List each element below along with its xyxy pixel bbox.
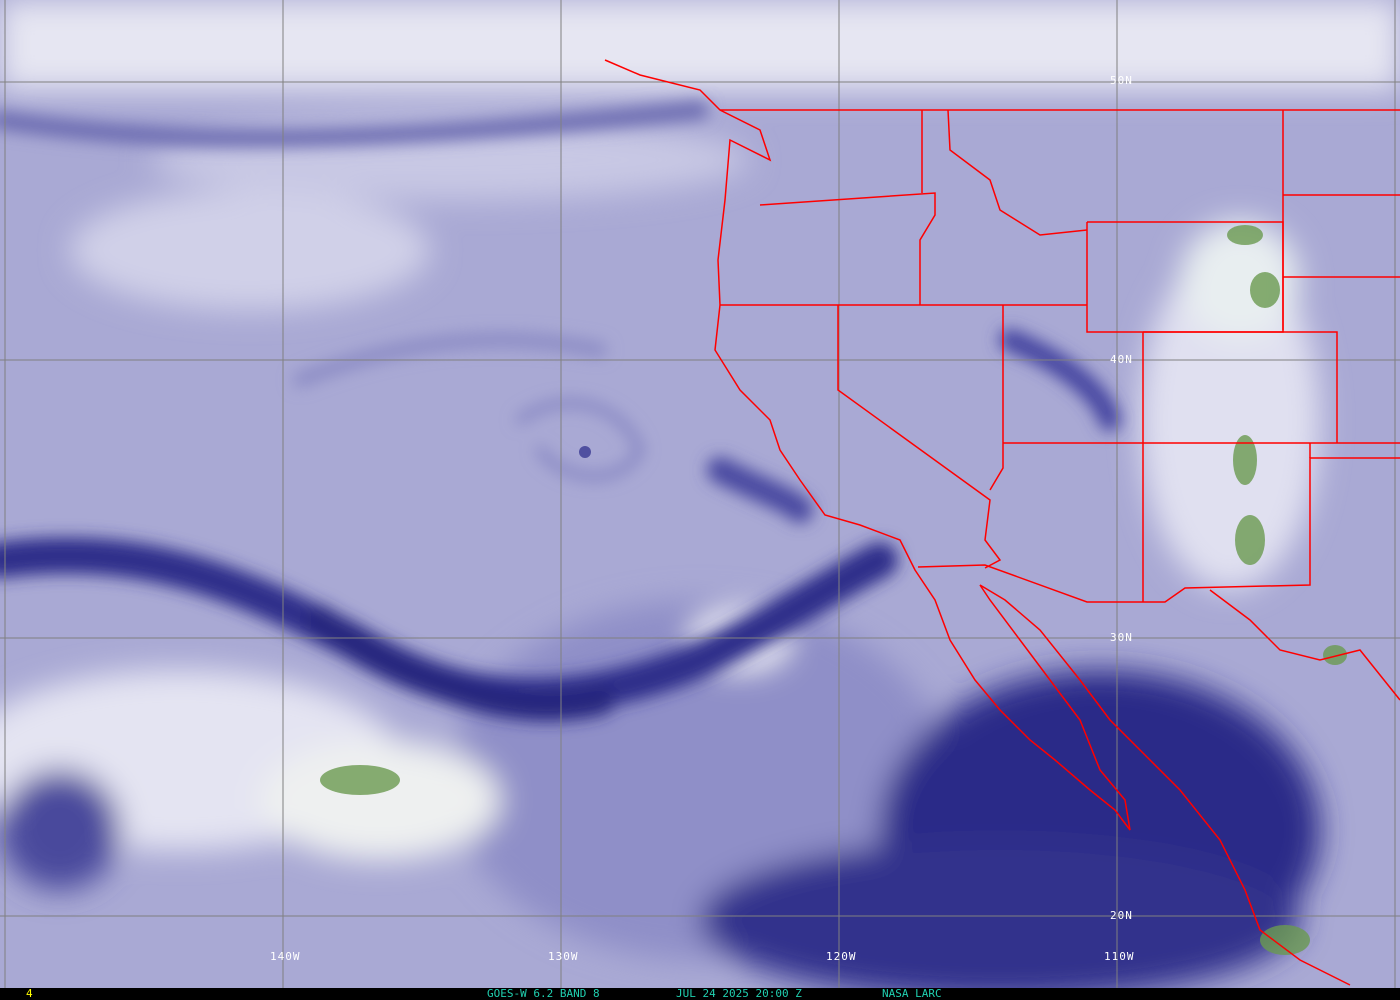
lat-label-50n: 50N <box>1110 74 1133 87</box>
lon-label-110w: 110W <box>1104 950 1135 963</box>
lat-label-40n: 40N <box>1110 353 1133 366</box>
lat-label-20n: 20N <box>1110 909 1133 922</box>
lon-label-120w: 120W <box>826 950 857 963</box>
info-bar: 4 GOES-W 6.2 BAND 8 JUL 24 2025 20:00 Z … <box>0 988 1400 1000</box>
lon-label-130w: 130W <box>548 950 579 963</box>
source-label: NASA LARC <box>882 987 942 1000</box>
vortex-center <box>579 446 591 458</box>
product-label: GOES-W 6.2 BAND 8 <box>487 987 600 1000</box>
frame-number: 4 <box>26 987 33 1000</box>
lat-label-30n: 30N <box>1110 631 1133 644</box>
datetime-label: JUL 24 2025 20:00 Z <box>676 987 802 1000</box>
political-borders <box>604 59 1400 986</box>
lon-label-140w: 140W <box>270 950 301 963</box>
